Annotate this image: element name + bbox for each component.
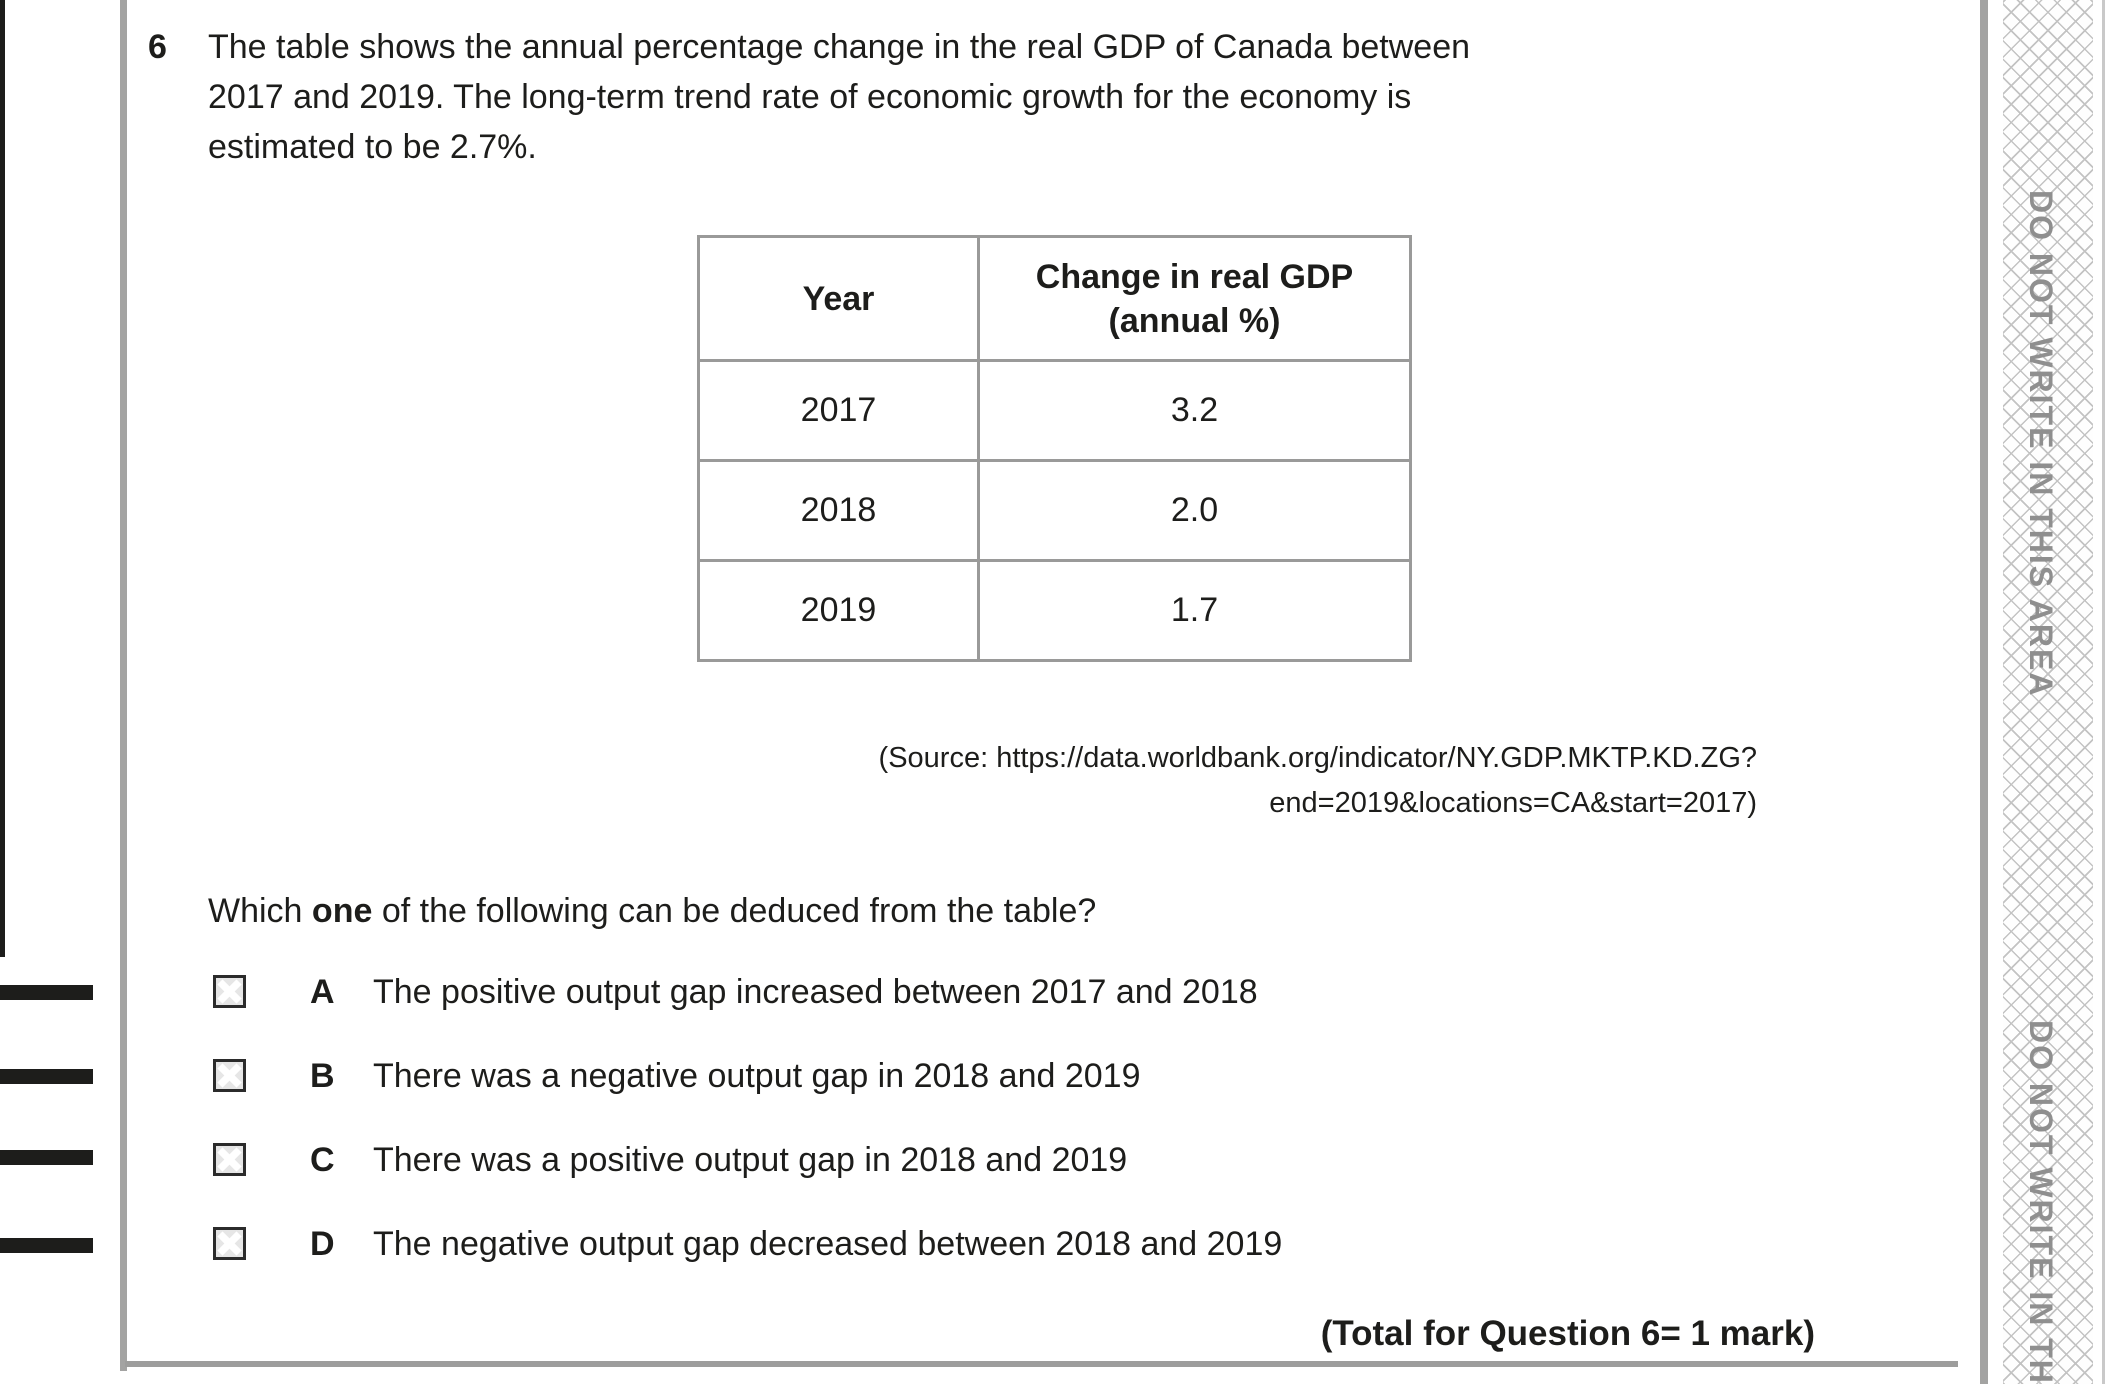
gdp-table: Year Change in real GDP (annual %) 2017 …: [697, 235, 1412, 662]
table-cell-value: 2.0: [977, 459, 1412, 562]
table-header-gdp-line1: Change in real GDP: [1035, 257, 1354, 296]
prompt-prefix: Which: [208, 892, 312, 930]
source-line: (Source: https://data.worldbank.org/indi…: [878, 742, 1757, 774]
binding-mark: [0, 985, 93, 1000]
option-text: The positive output gap increased betwee…: [373, 973, 1258, 1011]
answer-checkbox-c[interactable]: [213, 1143, 246, 1176]
crosshatch-band: [2003, 0, 2093, 1384]
checkbox-cross-icon: [217, 979, 242, 1004]
table-cell-value: 3.2: [977, 359, 1412, 462]
left-margin-rule: [120, 0, 127, 1371]
table-header-year: Year: [697, 235, 980, 362]
table-cell-year: 2018: [697, 459, 980, 562]
do-not-write-watermark: DO NOT WRITE IN THIS AREA: [2023, 1020, 2059, 1384]
question-prompt: Which one of the following can be deduce…: [208, 886, 1096, 936]
page-right-edge-line: [2102, 0, 2105, 1384]
question-stem: The table shows the annual percentage ch…: [208, 22, 1470, 172]
prompt-suffix: of the following can be deduced from the…: [372, 892, 1097, 930]
source-line: end=2019&locations=CA&start=2017): [1269, 787, 1757, 819]
checkbox-cross-icon: [217, 1231, 242, 1256]
table-cell-year: 2019: [697, 559, 980, 662]
binding-mark: [0, 1150, 93, 1165]
table-row: 2018 2.0: [697, 459, 1412, 562]
table-header-gdp-line2: (annual %): [1108, 301, 1281, 340]
right-margin-rule: [1980, 0, 1988, 1384]
table-cell-value: 1.7: [977, 559, 1412, 662]
prompt-bold-word: one: [311, 892, 373, 930]
source-citation: (Source: https://data.worldbank.org/indi…: [879, 736, 1757, 826]
table-cell-year: 2017: [697, 359, 980, 462]
option-text: The negative output gap decreased betwee…: [373, 1225, 1283, 1263]
answer-checkbox-b[interactable]: [213, 1059, 246, 1092]
page-edge-line: [0, 0, 5, 957]
binding-mark: [0, 1069, 93, 1084]
question-divider-line: [125, 1361, 1958, 1367]
option-letter: B: [310, 1057, 335, 1095]
table-row: 2019 1.7: [697, 559, 1412, 662]
option-text: There was a positive output gap in 2018 …: [373, 1141, 1128, 1179]
checkbox-cross-icon: [217, 1063, 242, 1088]
option-letter: C: [310, 1141, 335, 1179]
binding-mark: [0, 1238, 93, 1253]
question-number: 6: [148, 28, 167, 66]
question-stem-line: estimated to be 2.7%.: [208, 128, 537, 166]
table-row: 2017 3.2: [697, 359, 1412, 462]
question-stem-line: 2017 and 2019. The long-term trend rate …: [208, 78, 1412, 116]
option-letter: D: [310, 1225, 335, 1263]
table-header-gdp: Change in real GDP (annual %): [977, 235, 1412, 362]
answer-checkbox-a[interactable]: [213, 975, 246, 1008]
question-stem-line: The table shows the annual percentage ch…: [208, 28, 1471, 66]
option-text: There was a negative output gap in 2018 …: [373, 1057, 1141, 1095]
table-header-row: Year Change in real GDP (annual %): [697, 235, 1412, 362]
total-marks-label: (Total for Question 6= 1 mark): [1320, 1314, 1815, 1353]
checkbox-cross-icon: [217, 1147, 242, 1172]
option-letter: A: [310, 973, 335, 1011]
do-not-write-watermark: DO NOT WRITE IN THIS AREA: [2023, 190, 2059, 698]
answer-checkbox-d[interactable]: [213, 1227, 246, 1260]
